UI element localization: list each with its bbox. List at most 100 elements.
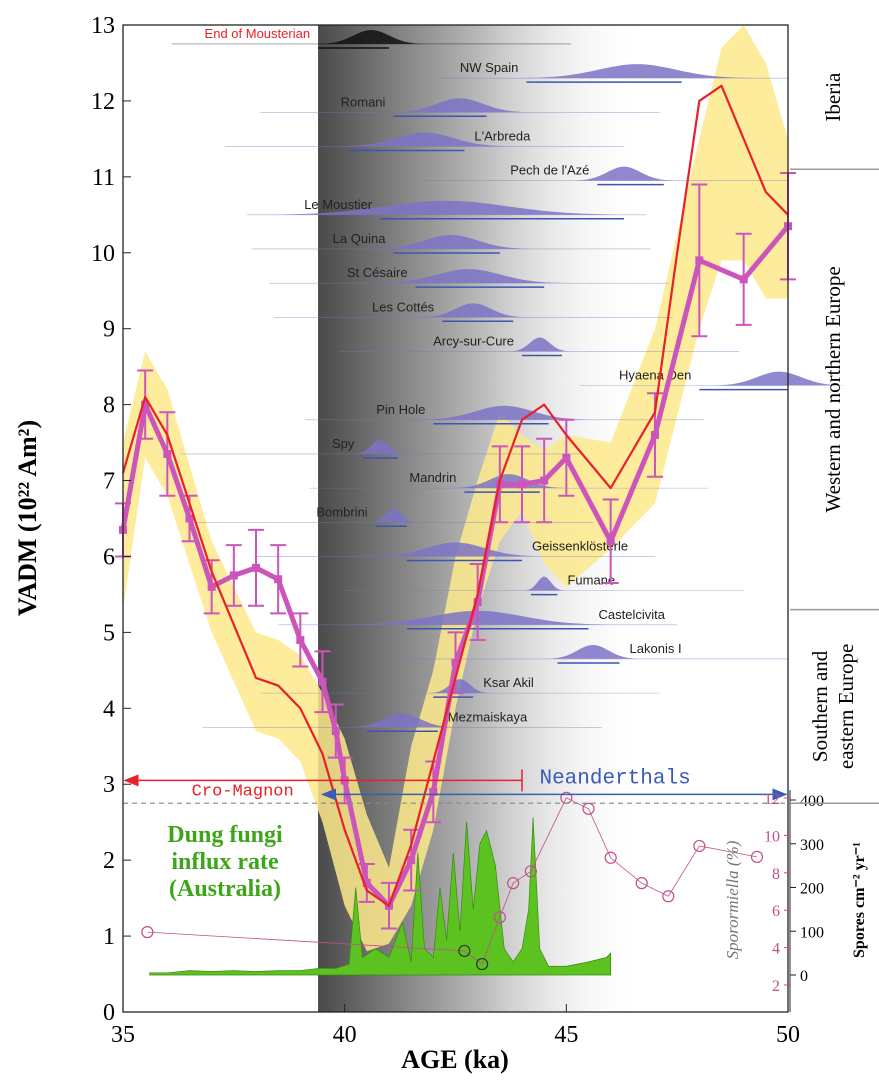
site-label: Romani xyxy=(341,94,386,109)
site-label: Geissenklösterle xyxy=(532,538,628,553)
y-tick-label: 12 xyxy=(91,89,115,115)
site-distribution xyxy=(712,371,846,386)
site-label: NW Spain xyxy=(460,60,519,75)
vadm-point xyxy=(274,575,283,584)
vadm-point xyxy=(473,598,482,607)
inset-title: influx rate xyxy=(171,849,279,875)
site-distribution xyxy=(263,200,630,215)
y-tick-label: 1 xyxy=(103,924,115,950)
vadm-point xyxy=(296,635,305,644)
site-distribution xyxy=(520,64,754,78)
site-label: Bombrini xyxy=(316,504,367,519)
site-distribution xyxy=(349,713,456,728)
vadm-point xyxy=(695,256,704,265)
vadm-point xyxy=(540,476,549,485)
vadm-point xyxy=(739,275,748,284)
y-tick-label: 5 xyxy=(103,620,115,646)
sporormiella-point xyxy=(750,850,764,863)
site-distribution xyxy=(546,644,640,659)
fungi-area xyxy=(149,817,612,976)
y-tick-label: 3 xyxy=(103,772,115,798)
x-tick-label: 40 xyxy=(333,1022,357,1048)
y2-tick-label: 300 xyxy=(800,837,824,854)
site-distribution xyxy=(430,679,490,693)
sporormiella-point xyxy=(662,890,675,903)
site-distribution xyxy=(509,337,570,352)
vadm-point xyxy=(207,582,216,591)
plot-frame xyxy=(122,24,789,1013)
sporormiella-point xyxy=(635,877,648,890)
site-label: Fumane xyxy=(567,573,615,588)
site-label: Ksar Akil xyxy=(483,675,534,690)
site-distribution xyxy=(353,439,407,454)
vadm-point xyxy=(362,878,371,887)
site-distribution xyxy=(574,166,674,181)
y3-tick-label: 10 xyxy=(764,828,780,845)
region-label: Southern and xyxy=(808,650,832,762)
sporormiella-point xyxy=(507,877,520,890)
sporormiella-point xyxy=(493,911,506,924)
site-distribution xyxy=(417,405,591,420)
vadm-point xyxy=(252,563,260,572)
site-distribution xyxy=(371,234,531,249)
y3-tick-label: 2 xyxy=(772,978,780,995)
model-line xyxy=(121,84,789,907)
y-tick-label: 8 xyxy=(103,393,115,419)
x-axis-label: AGE (ka) xyxy=(401,1045,509,1074)
y2-tick-label: 100 xyxy=(800,924,824,941)
site-label: End of Mousterian xyxy=(205,26,311,41)
y-tick-label: 13 xyxy=(91,13,115,39)
y-tick-label: 7 xyxy=(103,469,115,495)
y3-tick-label: 4 xyxy=(772,941,780,958)
vadm-point xyxy=(141,400,150,409)
vadm-point xyxy=(518,480,526,489)
site-label: La Quina xyxy=(333,231,387,246)
site-label: Spy xyxy=(332,436,355,451)
y-tick-label: 11 xyxy=(92,165,115,191)
y-tick-label: 2 xyxy=(103,848,115,874)
y-tick-label: 9 xyxy=(103,317,115,343)
x-tick-label: 45 xyxy=(554,1022,578,1048)
y2-tick-label: 200 xyxy=(800,881,824,898)
site-distribution xyxy=(338,132,511,147)
vadm-point xyxy=(331,727,340,736)
site-distribution xyxy=(370,508,417,523)
y-tick-label: 10 xyxy=(91,241,115,267)
y2-tick-label: 400 xyxy=(800,793,824,810)
y2-label: Spores cm⁻² yr⁻¹ xyxy=(851,842,868,958)
site-distribution xyxy=(318,29,425,44)
y-tick-label: 0 xyxy=(103,1000,115,1026)
sporormiella-point xyxy=(693,839,706,853)
site-label: Le Moustier xyxy=(304,197,373,212)
sporormiella-point xyxy=(524,865,537,878)
site-label: Pech de l'Azé xyxy=(510,163,589,178)
region-label: Western and northern Europe xyxy=(821,266,845,512)
vadm-point xyxy=(229,571,238,580)
sporormiella-point xyxy=(458,944,471,958)
vadm-point xyxy=(651,430,659,439)
site-label: Lakonis I xyxy=(630,641,682,656)
y3-tick-label: 8 xyxy=(772,866,780,883)
site-label: Pin Hole xyxy=(376,402,425,417)
vadm-point xyxy=(163,449,172,458)
y-axis-label: VADM (10²² Am²) xyxy=(13,420,42,616)
site-label: Castelcivita xyxy=(599,607,666,622)
x-tick-label: 35 xyxy=(111,1022,135,1048)
y2-tick-label: 0 xyxy=(800,968,808,985)
site-distribution xyxy=(369,542,542,557)
site-label: Mezmaiskaya xyxy=(448,709,528,724)
sporormiella-point xyxy=(476,957,489,971)
vadm-point xyxy=(562,453,571,462)
site-distribution xyxy=(452,474,566,488)
site-distribution xyxy=(372,269,566,283)
x-tick-label: 50 xyxy=(776,1022,800,1048)
site-label: Les Cottés xyxy=(372,299,435,314)
y-tick-label: 6 xyxy=(103,544,115,570)
site-label: Mandrin xyxy=(409,470,456,485)
site-label: Arcy-sur-Cure xyxy=(433,333,514,348)
neanderthal-label: Neanderthals xyxy=(539,767,690,790)
site-label: L'Arbreda xyxy=(474,128,531,143)
site-distribution xyxy=(524,576,565,591)
site-distribution xyxy=(390,98,530,113)
